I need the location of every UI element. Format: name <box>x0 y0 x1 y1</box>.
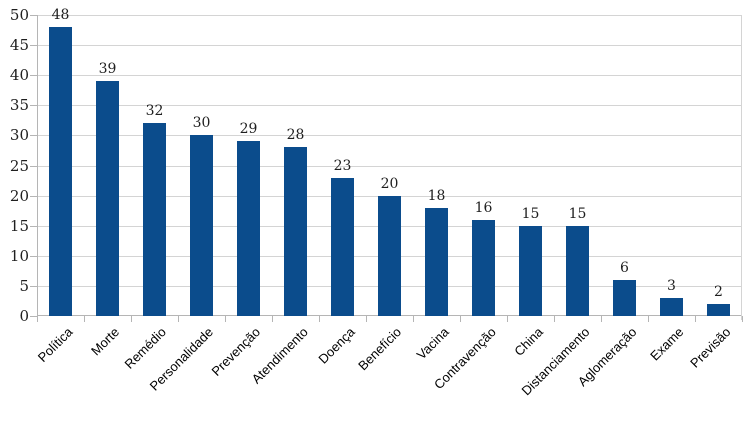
x-axis-category-label: Previsão <box>687 324 734 371</box>
y-axis-tick-mark <box>30 75 37 77</box>
x-axis-tick-mark <box>695 316 696 322</box>
y-axis-tick-mark <box>30 285 37 287</box>
y-axis-tick-mark <box>30 135 37 137</box>
y-axis-tick-mark <box>30 165 37 167</box>
y-axis-line <box>37 15 38 322</box>
x-axis-category-label: Vacina <box>413 324 452 363</box>
gridline <box>37 75 742 77</box>
x-axis-tick-mark <box>742 316 743 322</box>
x-axis-tick-mark <box>648 316 649 322</box>
bar <box>613 279 636 316</box>
y-axis-tick-label: 50 <box>9 6 29 24</box>
x-axis-tick-mark <box>272 316 273 322</box>
bar <box>378 195 401 316</box>
y-axis-tick-label: 0 <box>19 307 29 325</box>
bar <box>660 297 683 316</box>
bar-value-label: 15 <box>521 205 540 222</box>
bar-value-label: 3 <box>667 277 676 294</box>
y-axis-tick-label: 30 <box>9 126 29 145</box>
x-axis-tick-mark <box>225 316 226 322</box>
y-axis-tick-label: 10 <box>9 246 29 265</box>
plot-area <box>37 15 742 322</box>
y-axis-tick-label: 20 <box>9 186 29 205</box>
y-axis-tick-label: 40 <box>9 66 29 85</box>
y-axis-tick-mark <box>30 105 37 107</box>
y-axis-tick-mark <box>30 15 37 16</box>
bar-value-label: 28 <box>286 127 305 144</box>
bar-value-label: 30 <box>192 115 211 132</box>
y-axis-tick-mark <box>30 225 37 227</box>
x-axis-category-label: Benefício <box>355 324 405 374</box>
gridline <box>37 135 742 137</box>
x-axis-tick-mark <box>178 316 179 322</box>
plot-right-border <box>741 15 742 320</box>
x-axis-category-label: Remédio <box>122 324 170 372</box>
x-axis-category-label: Doença <box>315 324 358 367</box>
x-axis-tick-mark <box>131 316 132 322</box>
y-axis-tick-mark <box>30 45 37 47</box>
bar <box>237 141 260 316</box>
y-axis-tick-label: 45 <box>9 36 29 55</box>
bar-value-label: 15 <box>568 205 587 222</box>
x-axis-tick-mark <box>507 316 508 322</box>
x-axis-category-label: Exame <box>647 324 687 364</box>
y-axis-tick-mark <box>30 195 37 197</box>
bar-value-label: 48 <box>51 7 70 24</box>
gridline <box>37 45 742 47</box>
bar-value-label: 29 <box>239 121 258 138</box>
x-axis-category-label: Morte <box>88 324 123 359</box>
x-axis-tick-mark <box>37 316 38 322</box>
bar-value-label: 16 <box>474 199 493 216</box>
bar <box>707 303 730 316</box>
bar <box>49 27 72 316</box>
y-axis-tick-mark <box>30 255 37 257</box>
bar <box>566 225 589 316</box>
x-axis-tick-mark <box>413 316 414 322</box>
x-axis-category-label: Política <box>34 324 76 366</box>
bar <box>472 219 495 316</box>
y-axis-tick-label: 35 <box>9 96 29 115</box>
bar-value-label: 20 <box>380 175 399 192</box>
gridline <box>37 15 742 16</box>
bar <box>96 81 119 316</box>
bar <box>190 135 213 316</box>
bar <box>284 147 307 316</box>
bar <box>331 177 354 316</box>
bar <box>519 225 542 316</box>
gridline <box>37 165 742 167</box>
bar-value-label: 23 <box>333 157 352 174</box>
y-axis-tick-label: 5 <box>19 276 29 295</box>
bar-value-label: 2 <box>714 283 723 300</box>
bar <box>425 207 448 316</box>
gridline <box>37 105 742 107</box>
x-axis-tick-mark <box>84 316 85 322</box>
bar <box>143 123 166 316</box>
x-axis-tick-mark <box>319 316 320 322</box>
x-axis-tick-mark <box>601 316 602 322</box>
x-axis-tick-mark <box>366 316 367 322</box>
x-axis-tick-mark <box>460 316 461 322</box>
y-axis-tick-mark <box>30 316 37 317</box>
bar-value-label: 6 <box>620 259 629 276</box>
bar-value-label: 32 <box>145 103 164 120</box>
y-axis-tick-label: 25 <box>9 156 29 175</box>
y-axis-tick-label: 15 <box>9 216 29 235</box>
x-axis-tick-mark <box>554 316 555 322</box>
bar-value-label: 18 <box>427 187 446 204</box>
x-axis-category-label: China <box>510 324 546 359</box>
bar-value-label: 39 <box>98 61 117 78</box>
